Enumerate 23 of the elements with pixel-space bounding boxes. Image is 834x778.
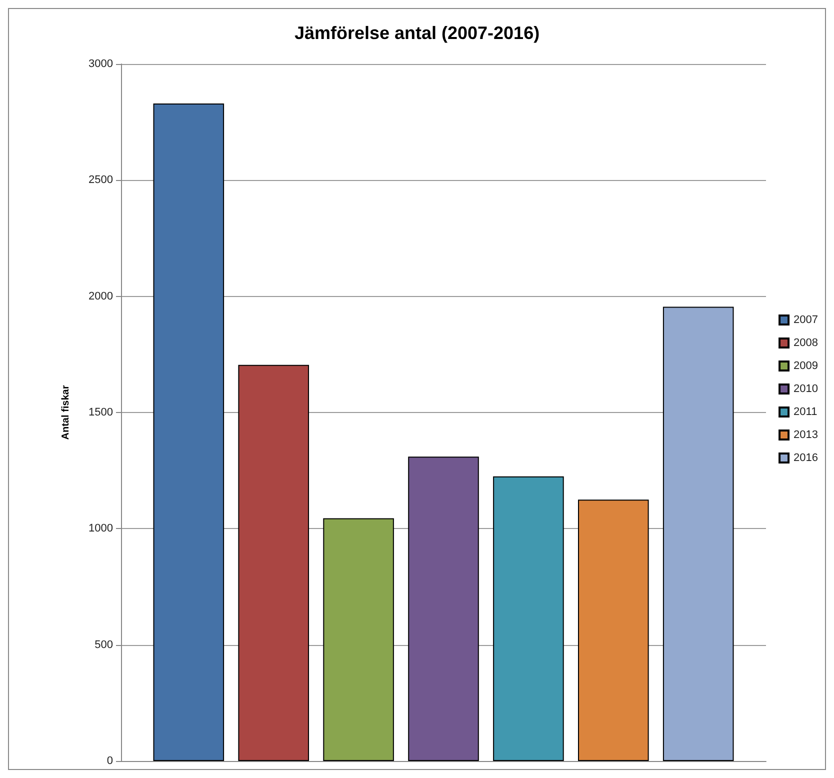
legend-label: 2016 [794, 452, 818, 464]
legend-label: 2008 [794, 337, 818, 349]
legend-label: 2011 [794, 406, 818, 418]
bar [238, 364, 309, 761]
y-tick-label: 2500 [88, 174, 113, 186]
y-tick-label: 3000 [88, 58, 113, 70]
bar [153, 103, 224, 761]
y-tick-label: 2000 [88, 290, 113, 302]
y-tick-label: 1000 [88, 522, 113, 535]
bar [578, 500, 649, 761]
chart-title: Jämförelse antal (2007-2016) [294, 23, 540, 43]
bar [662, 306, 734, 761]
bar [408, 456, 479, 761]
legend-label: 2010 [794, 383, 818, 395]
y-tick-label: 0 [106, 755, 113, 767]
bar [493, 476, 564, 761]
bar [323, 518, 394, 761]
y-tick-label: 1500 [88, 406, 113, 418]
legend-label: 2009 [794, 360, 818, 372]
legend-label: 2007 [794, 314, 818, 326]
y-tick-label: 500 [94, 638, 113, 651]
y-axis-title: Antal fiskar [60, 385, 72, 440]
legend-label: 2013 [794, 429, 818, 441]
